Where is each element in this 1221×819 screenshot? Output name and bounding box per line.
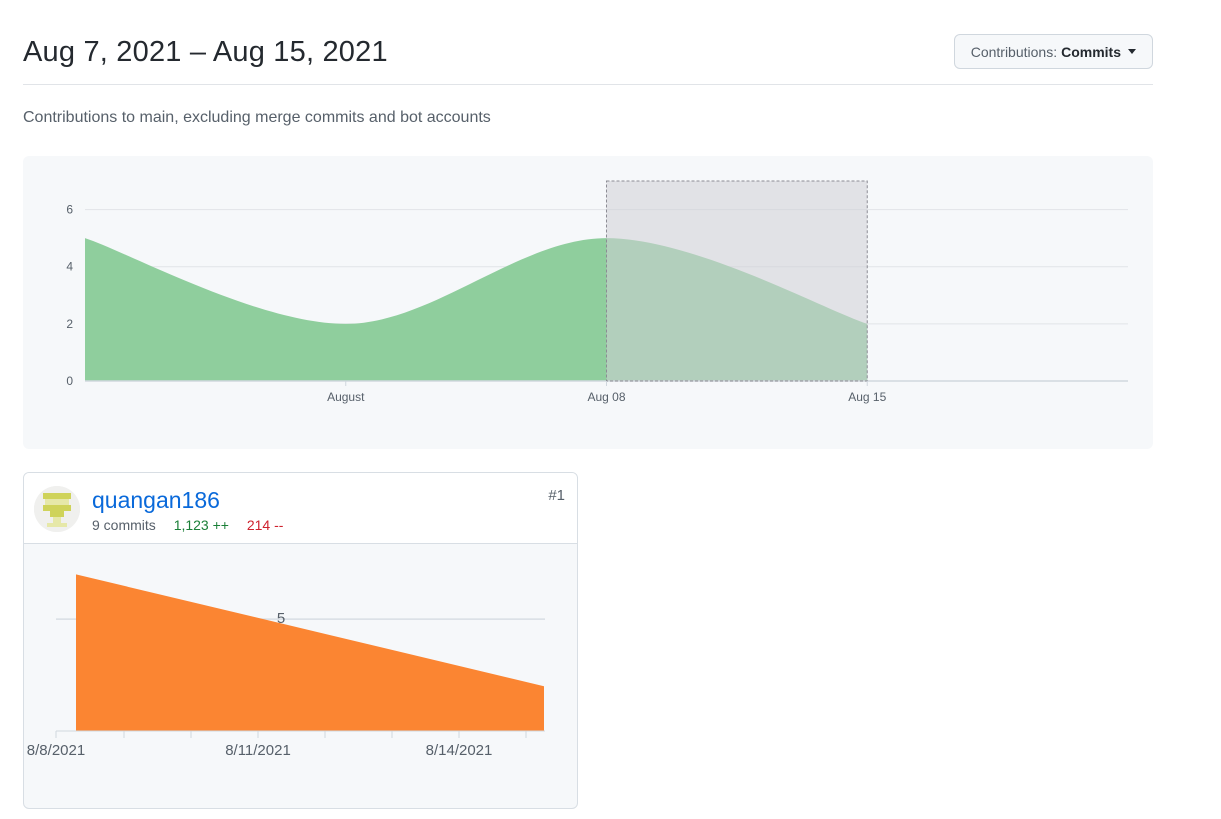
- contributor-stats: 9 commits 1,123 ++ 214 --: [92, 517, 283, 533]
- x-tick-label: Aug 15: [848, 390, 886, 404]
- date-range-selection: [606, 180, 868, 382]
- contributions-overview-chart[interactable]: 0 2 4 6 August Aug 08 Aug 15: [23, 156, 1153, 449]
- x-tick-label: 8/14/2021: [426, 742, 493, 759]
- y-tick-label: 2: [66, 317, 73, 331]
- x-tick-label: 8/11/2021: [225, 742, 291, 759]
- page-title: Aug 7, 2021 – Aug 15, 2021: [23, 36, 388, 68]
- contributor-card: quangan186 9 commits 1,123 ++ 214 -- #1 …: [23, 472, 578, 809]
- contributor-rank: #1: [548, 487, 565, 504]
- x-tick-label: Aug 08: [587, 390, 625, 404]
- contributor-username-link[interactable]: quangan186: [92, 487, 220, 513]
- overview-chart-svg[interactable]: 0 2 4 6 August Aug 08 Aug 15: [23, 156, 1153, 449]
- x-tick-label: 8/8/2021: [27, 742, 85, 759]
- y-tick-label: 6: [66, 203, 73, 217]
- contributor-activity-chart[interactable]: 5 8/8/2021 8/11/2021 8/14/2021: [24, 544, 578, 809]
- commit-count: 9 commits: [92, 517, 156, 533]
- identicon-avatar-icon: [34, 486, 80, 532]
- contributor-commits-area: [76, 574, 544, 731]
- contributions-type-dropdown[interactable]: Contributions: Commits: [953, 34, 1153, 69]
- contributor-card-header: quangan186 9 commits 1,123 ++ 214 -- #1: [24, 473, 577, 544]
- y-tick-label: 4: [66, 260, 73, 274]
- contributions-description: Contributions to main, excluding merge c…: [23, 109, 491, 126]
- additions-count: 1,123 ++: [173, 517, 229, 533]
- caret-down-icon: [1128, 49, 1136, 54]
- page-header: Aug 7, 2021 – Aug 15, 2021 Contributions…: [23, 28, 1153, 85]
- y-tick-label: 0: [66, 374, 73, 388]
- identicon-avatar[interactable]: [34, 486, 80, 532]
- deletions-count: 214 --: [246, 517, 284, 533]
- x-tick-label: August: [327, 390, 365, 404]
- dropdown-selected-value: Commits: [1061, 43, 1121, 60]
- dropdown-prefix: Contributions:: [970, 43, 1058, 60]
- y-tick-label: 5: [277, 610, 285, 627]
